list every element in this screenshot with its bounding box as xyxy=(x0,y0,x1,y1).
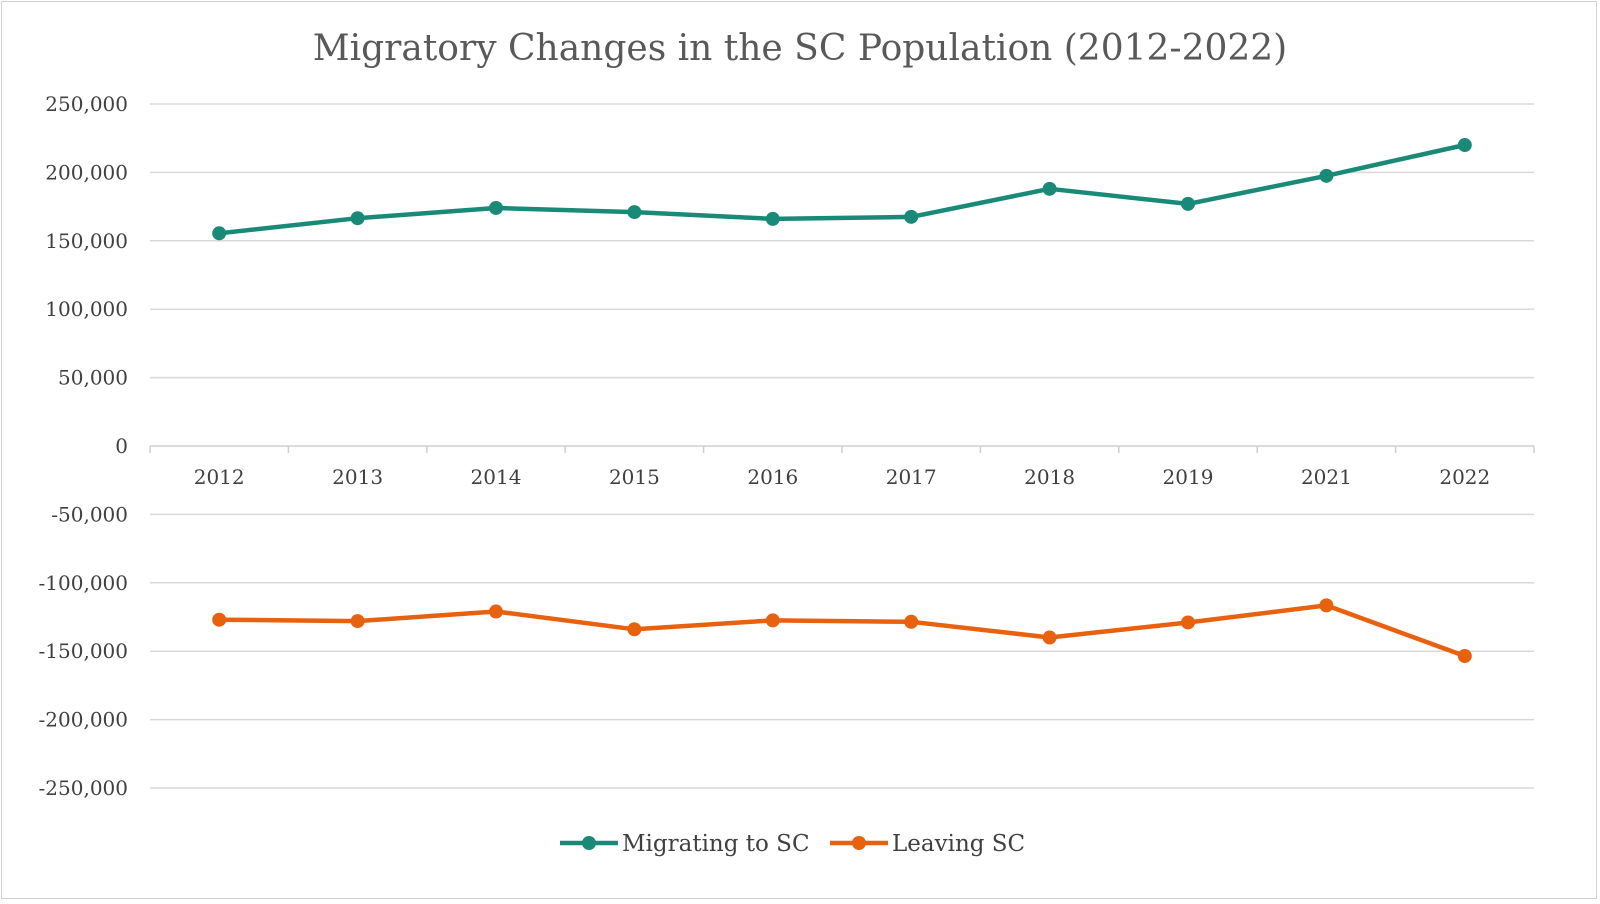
legend-item: Leaving SC xyxy=(830,831,1025,857)
data-point xyxy=(627,622,642,637)
y-tick-label: -250,000 xyxy=(39,776,128,800)
data-point xyxy=(350,614,365,629)
x-tick-label: 2016 xyxy=(747,465,798,489)
data-point xyxy=(212,226,227,241)
series-line xyxy=(216,142,1468,236)
data-point xyxy=(212,612,227,627)
series-lines xyxy=(212,138,1472,663)
data-point xyxy=(489,604,503,619)
y-tick-label: 0 xyxy=(115,434,128,458)
data-point xyxy=(1181,615,1195,630)
data-point xyxy=(765,211,780,226)
y-axis-tick-labels: 250,000 200,000 150,000 100,000 50,000 0 -50,0… xyxy=(39,92,128,800)
x-tick-label: 2022 xyxy=(1439,465,1490,489)
legend-marker xyxy=(582,836,596,850)
chart-title: Migratory Changes in the SC Population (… xyxy=(313,28,1287,69)
data-point xyxy=(904,209,919,224)
legend-label: Leaving SC xyxy=(892,831,1025,857)
x-axis: 2012 2013 2014 2015 2016 2017 2018 2019 2021 2022 xyxy=(149,446,1535,489)
legend-item: Migrating to SC xyxy=(560,831,810,857)
data-point xyxy=(1319,168,1334,183)
legend: Migrating to SC Leaving SC xyxy=(560,831,1025,857)
x-tick-label: 2019 xyxy=(1163,465,1214,489)
x-tick-label: 2021 xyxy=(1301,465,1352,489)
data-point xyxy=(350,211,365,226)
y-tick-label: 200,000 xyxy=(45,160,128,184)
data-point xyxy=(1319,598,1334,613)
x-tick-label: 2013 xyxy=(332,465,383,489)
data-point xyxy=(627,205,642,220)
y-tick-label: -100,000 xyxy=(39,571,128,595)
data-point xyxy=(1042,630,1057,645)
x-tick-label: 2018 xyxy=(1024,465,1075,489)
series-leaving-sc xyxy=(212,598,1472,663)
data-point xyxy=(1181,196,1195,211)
data-point xyxy=(1457,138,1472,153)
legend-marker xyxy=(852,836,866,850)
series-migrating-to-sc xyxy=(212,138,1472,241)
data-point xyxy=(765,613,780,628)
y-tick-label: -50,000 xyxy=(51,502,128,526)
data-point xyxy=(1042,181,1057,196)
data-point xyxy=(904,614,919,629)
x-tick-label: 2014 xyxy=(471,465,522,489)
y-tick-label: 100,000 xyxy=(45,297,128,321)
legend-label: Migrating to SC xyxy=(622,831,810,857)
x-tick-label: 2012 xyxy=(194,465,245,489)
series-line xyxy=(216,603,1468,659)
data-point xyxy=(489,200,503,215)
x-tick-label: 2017 xyxy=(886,465,937,489)
y-tick-label: 50,000 xyxy=(58,366,128,390)
x-tick-label: 2015 xyxy=(609,465,660,489)
y-tick-label: -150,000 xyxy=(39,639,128,663)
data-point xyxy=(1457,648,1472,663)
y-tick-label: 150,000 xyxy=(45,229,128,253)
y-tick-label: 250,000 xyxy=(45,92,128,116)
y-tick-label: -200,000 xyxy=(39,708,128,732)
